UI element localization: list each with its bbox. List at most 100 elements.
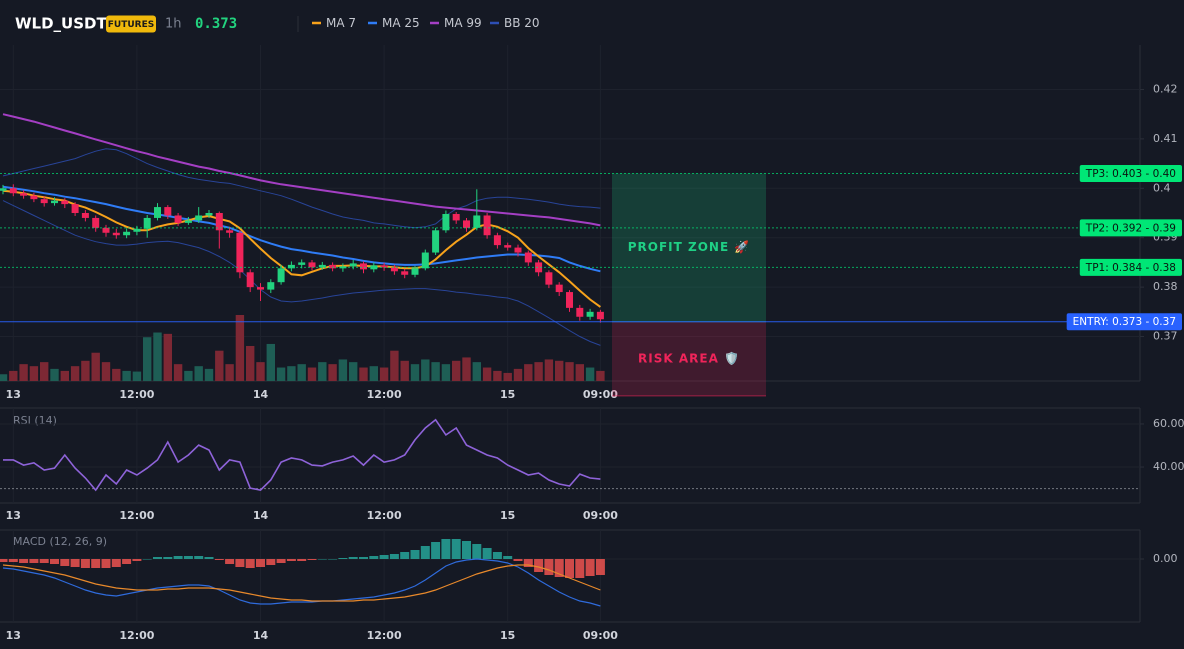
macd-hist-bar bbox=[19, 559, 29, 563]
y-tick-label: 0.41 bbox=[1153, 132, 1178, 145]
level-label-bg bbox=[1079, 219, 1182, 237]
volume-bar bbox=[29, 366, 39, 381]
x-tick-label: 09:00 bbox=[583, 509, 618, 522]
candle-body bbox=[154, 207, 161, 218]
x-tick-label: 15 bbox=[500, 629, 515, 642]
candle-body bbox=[30, 195, 38, 200]
volume-bar bbox=[40, 362, 49, 381]
candle-body bbox=[9, 188, 17, 194]
volume-bar bbox=[585, 367, 595, 381]
x-tick-label: 14 bbox=[253, 629, 269, 642]
y-tick-label: 40.00 bbox=[1153, 460, 1184, 473]
candle-body bbox=[452, 213, 460, 221]
candle-body bbox=[112, 232, 120, 236]
macd-hist-bar bbox=[214, 559, 224, 560]
volume-bar bbox=[472, 362, 481, 381]
candle-body bbox=[0, 188, 7, 191]
candle-body bbox=[267, 282, 275, 290]
macd-hist-bar bbox=[122, 559, 132, 564]
volume-bar bbox=[421, 359, 430, 381]
macd-hist-bar bbox=[266, 559, 276, 565]
macd-hist-bar bbox=[50, 559, 59, 564]
bb-line bbox=[2, 200, 601, 346]
macd-hist-bar bbox=[194, 556, 204, 559]
candle-body bbox=[51, 200, 58, 204]
y-tick-label: 0.42 bbox=[1153, 82, 1178, 95]
volume-bar bbox=[493, 370, 502, 381]
volume-bar bbox=[338, 359, 348, 381]
candle-body bbox=[483, 215, 491, 236]
candle-body bbox=[555, 284, 563, 293]
macd-hist-bar bbox=[91, 559, 101, 568]
macd-hist-bar bbox=[338, 558, 348, 559]
volume-bar bbox=[235, 315, 245, 381]
candle-body bbox=[401, 271, 409, 275]
candle-body bbox=[174, 215, 182, 223]
x-tick-label: 14 bbox=[253, 388, 269, 401]
volume-bar bbox=[112, 368, 121, 381]
candle-body bbox=[535, 262, 543, 273]
macd-hist-bar bbox=[297, 559, 307, 561]
volume-bar bbox=[297, 364, 306, 381]
candle-body bbox=[143, 217, 151, 229]
macd-hist-bar bbox=[554, 559, 564, 577]
volume-bar bbox=[50, 368, 59, 381]
candle-body bbox=[40, 199, 48, 204]
macd-hist-bar bbox=[204, 557, 214, 559]
macd-hist-bar bbox=[369, 556, 379, 559]
volume-bar bbox=[91, 352, 100, 381]
macd-hist-bar bbox=[400, 552, 410, 559]
macd-hist-bar bbox=[256, 559, 265, 567]
candle-body bbox=[360, 263, 367, 270]
price: 0.373 bbox=[195, 16, 237, 32]
macd-hist-bar bbox=[60, 559, 70, 566]
macd-hist-bar bbox=[8, 559, 18, 562]
x-tick-label: 13 bbox=[6, 388, 21, 401]
volume-bar bbox=[0, 374, 8, 381]
volume-bar bbox=[225, 364, 234, 381]
bb-line bbox=[2, 148, 601, 229]
candle-body bbox=[576, 307, 584, 317]
candle-body bbox=[442, 213, 450, 231]
macd-hist-bar bbox=[29, 559, 39, 563]
volume-bar bbox=[431, 362, 440, 381]
macd-hist-bar bbox=[441, 539, 451, 559]
macd-hist-bar bbox=[142, 559, 152, 560]
volume-bar bbox=[9, 370, 18, 381]
candle-body bbox=[432, 230, 440, 253]
level-label: TP3: 0.403 - 0.40 bbox=[1085, 168, 1176, 180]
volume-bar bbox=[204, 368, 214, 381]
volume-bar bbox=[318, 362, 327, 381]
macd-hist-bar bbox=[39, 559, 49, 563]
volume-bar bbox=[565, 362, 574, 381]
volume-bar bbox=[400, 360, 409, 381]
macd-hist-bar bbox=[482, 548, 492, 559]
x-tick-label: 09:00 bbox=[583, 629, 618, 642]
volume-bar bbox=[266, 343, 275, 381]
volume-bar bbox=[503, 372, 512, 381]
macd-line bbox=[2, 558, 601, 607]
macd-hist-bar bbox=[70, 559, 80, 567]
volume-bar bbox=[596, 370, 605, 381]
macd-title: MACD (12, 26, 9) bbox=[13, 535, 107, 548]
macd-hist-bar bbox=[431, 542, 441, 559]
x-tick-label: 12:00 bbox=[367, 509, 402, 522]
candle-body bbox=[514, 247, 522, 253]
volume-bar bbox=[410, 364, 420, 381]
volume-bar bbox=[534, 362, 543, 381]
badge: FUTURES bbox=[108, 20, 154, 30]
interval: 1h bbox=[165, 17, 182, 32]
candle-body bbox=[473, 215, 481, 228]
x-tick-label: 15 bbox=[500, 509, 515, 522]
rsi-line bbox=[3, 418, 601, 492]
y-tick-label: 0.00 bbox=[1153, 552, 1178, 565]
macd-hist-bar bbox=[307, 559, 317, 560]
volume-bar bbox=[143, 337, 152, 381]
macd-hist-bar bbox=[575, 559, 585, 578]
macd-hist-bar bbox=[523, 559, 533, 567]
x-tick-label: 12:00 bbox=[119, 629, 154, 642]
candle-body bbox=[380, 265, 388, 268]
candle-body bbox=[133, 228, 141, 232]
